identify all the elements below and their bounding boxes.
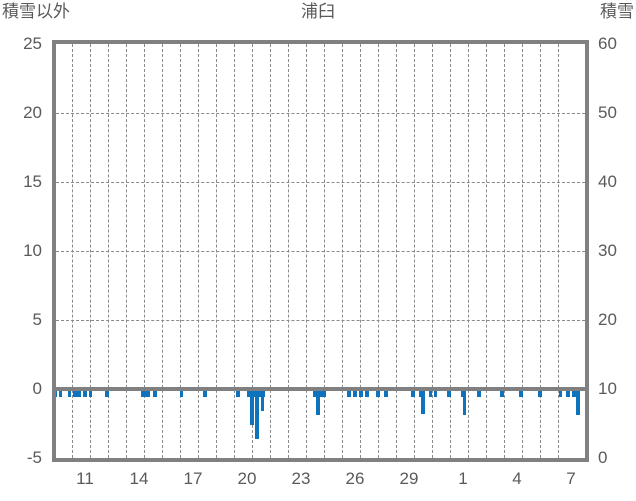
- bar: [376, 387, 380, 397]
- y-axis-tick-label-left: 25: [23, 34, 42, 53]
- x-axis-tick-label: 11: [76, 469, 94, 488]
- y-axis-tick-label-left: 15: [23, 172, 42, 191]
- bar: [538, 387, 542, 397]
- x-axis-tick-label: 29: [399, 469, 419, 488]
- chart-title: 浦臼: [301, 2, 335, 21]
- bar: [153, 387, 157, 397]
- bar: [105, 387, 109, 397]
- bar: [180, 387, 183, 397]
- bar: [236, 387, 240, 397]
- x-axis-tick-label: 14: [129, 469, 149, 488]
- bar: [576, 387, 580, 416]
- gridline-horizontal: [56, 251, 585, 252]
- x-axis-tick-label: 1: [458, 469, 468, 488]
- x-axis-tick-label: 23: [291, 469, 311, 488]
- bar: [365, 387, 369, 397]
- y-axis-tick-label-right: 50: [598, 103, 617, 122]
- bar: [359, 387, 363, 397]
- bar: [255, 387, 259, 439]
- bar: [434, 387, 437, 397]
- bar: [463, 387, 466, 416]
- bar: [89, 387, 92, 397]
- y-axis-tick-label-right: 20: [598, 310, 617, 329]
- bar: [261, 387, 264, 412]
- gridline-horizontal: [56, 182, 585, 183]
- bar: [56, 387, 57, 397]
- bar: [141, 387, 150, 397]
- y-axis-tick-label-right: 30: [598, 241, 617, 260]
- bar: [447, 387, 451, 397]
- bar: [83, 387, 87, 397]
- gridline-horizontal: [56, 320, 585, 321]
- bar: [411, 387, 415, 397]
- y-axis-tick-label-right: 40: [598, 172, 617, 191]
- bar: [250, 387, 254, 425]
- bar: [559, 387, 562, 397]
- bar: [316, 387, 320, 416]
- bar: [421, 387, 425, 414]
- bar: [477, 387, 481, 397]
- y-axis-tick-label-left: 5: [32, 310, 42, 329]
- bar: [384, 387, 388, 397]
- x-axis-tick-label: 26: [345, 469, 365, 488]
- y-axis-tick-label-left: 10: [23, 241, 42, 260]
- y-axis-tick-label-left: 20: [23, 103, 42, 122]
- x-axis-tick-label: 20: [237, 469, 257, 488]
- y-axis-tick-label-right: 10: [598, 379, 617, 398]
- bar: [68, 387, 71, 397]
- plot-area: [52, 40, 589, 462]
- bar: [59, 387, 62, 397]
- left-axis-title: 積雪以外: [2, 2, 70, 21]
- bar: [347, 387, 351, 397]
- plot-inner: [56, 44, 585, 458]
- bar: [73, 387, 81, 397]
- y-axis-tick-label-right: 60: [598, 34, 617, 53]
- x-axis-tick-label: 4: [512, 469, 522, 488]
- y-axis-tick-label-right: 0: [598, 448, 608, 467]
- bar: [519, 387, 523, 397]
- y-axis-tick-label-left: -5: [26, 448, 42, 467]
- bar: [203, 387, 207, 397]
- x-axis-tick-label: 7: [566, 469, 576, 488]
- bar: [429, 387, 432, 397]
- right-axis-title: 積雪: [600, 2, 634, 21]
- bar: [566, 387, 570, 397]
- y-axis-tick-label-left: 0: [32, 379, 42, 398]
- zero-line: [56, 387, 585, 391]
- gridline-horizontal: [56, 113, 585, 114]
- bar: [353, 387, 357, 397]
- x-axis-tick-label: 17: [183, 469, 203, 488]
- bar: [500, 387, 504, 397]
